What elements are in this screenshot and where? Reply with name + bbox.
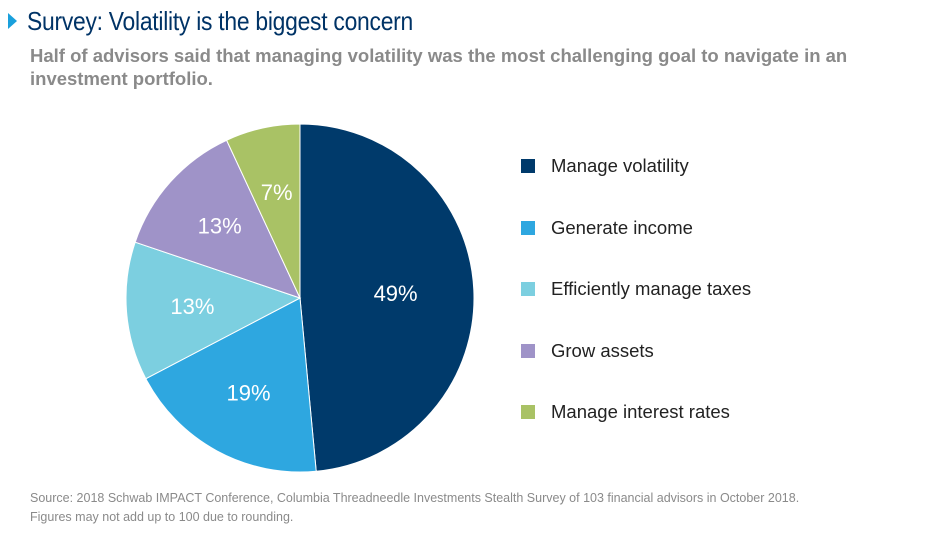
source-line-2: Figures may not add up to 100 due to rou… (30, 510, 294, 524)
chart-title: Survey: Volatility is the biggest concer… (27, 6, 413, 36)
pie-slice-manage-interest-rates (225, 123, 301, 299)
legend-swatch (521, 282, 535, 296)
source-note: Source: 2018 Schwab IMPACT Conference, C… (30, 489, 920, 527)
pie-slice-generate-income (145, 297, 317, 473)
legend-label: Manage volatility (551, 155, 689, 176)
triangle-marker-icon (8, 13, 17, 29)
pie-slice-grow-assets (134, 139, 301, 299)
legend-swatch (521, 405, 535, 419)
slice-label-efficiently-manage-taxes: 13% (170, 294, 214, 319)
slice-label-manage-volatility: 49% (374, 281, 418, 306)
legend-label: Grow assets (551, 339, 654, 361)
slice-label-manage-interest-rates: 7% (261, 180, 293, 205)
legend-label: Generate income (551, 216, 693, 238)
legend-swatch (521, 343, 535, 358)
legend-swatch (521, 159, 535, 173)
source-line-1: Source: 2018 Schwab IMPACT Conference, C… (30, 491, 800, 505)
pie-slice-efficiently-manage-taxes (125, 241, 302, 380)
pie-slice-manage-volatility (299, 123, 475, 472)
slice-label-grow-assets: 13% (198, 213, 242, 238)
legend-label: Efficiently manage taxes (551, 278, 752, 299)
legend-swatch (521, 220, 535, 235)
chart-subtitle: Half of advisors said that managing vola… (30, 45, 848, 89)
legend-label: Manage interest rates (551, 401, 730, 422)
slice-label-generate-income: 19% (226, 380, 270, 405)
